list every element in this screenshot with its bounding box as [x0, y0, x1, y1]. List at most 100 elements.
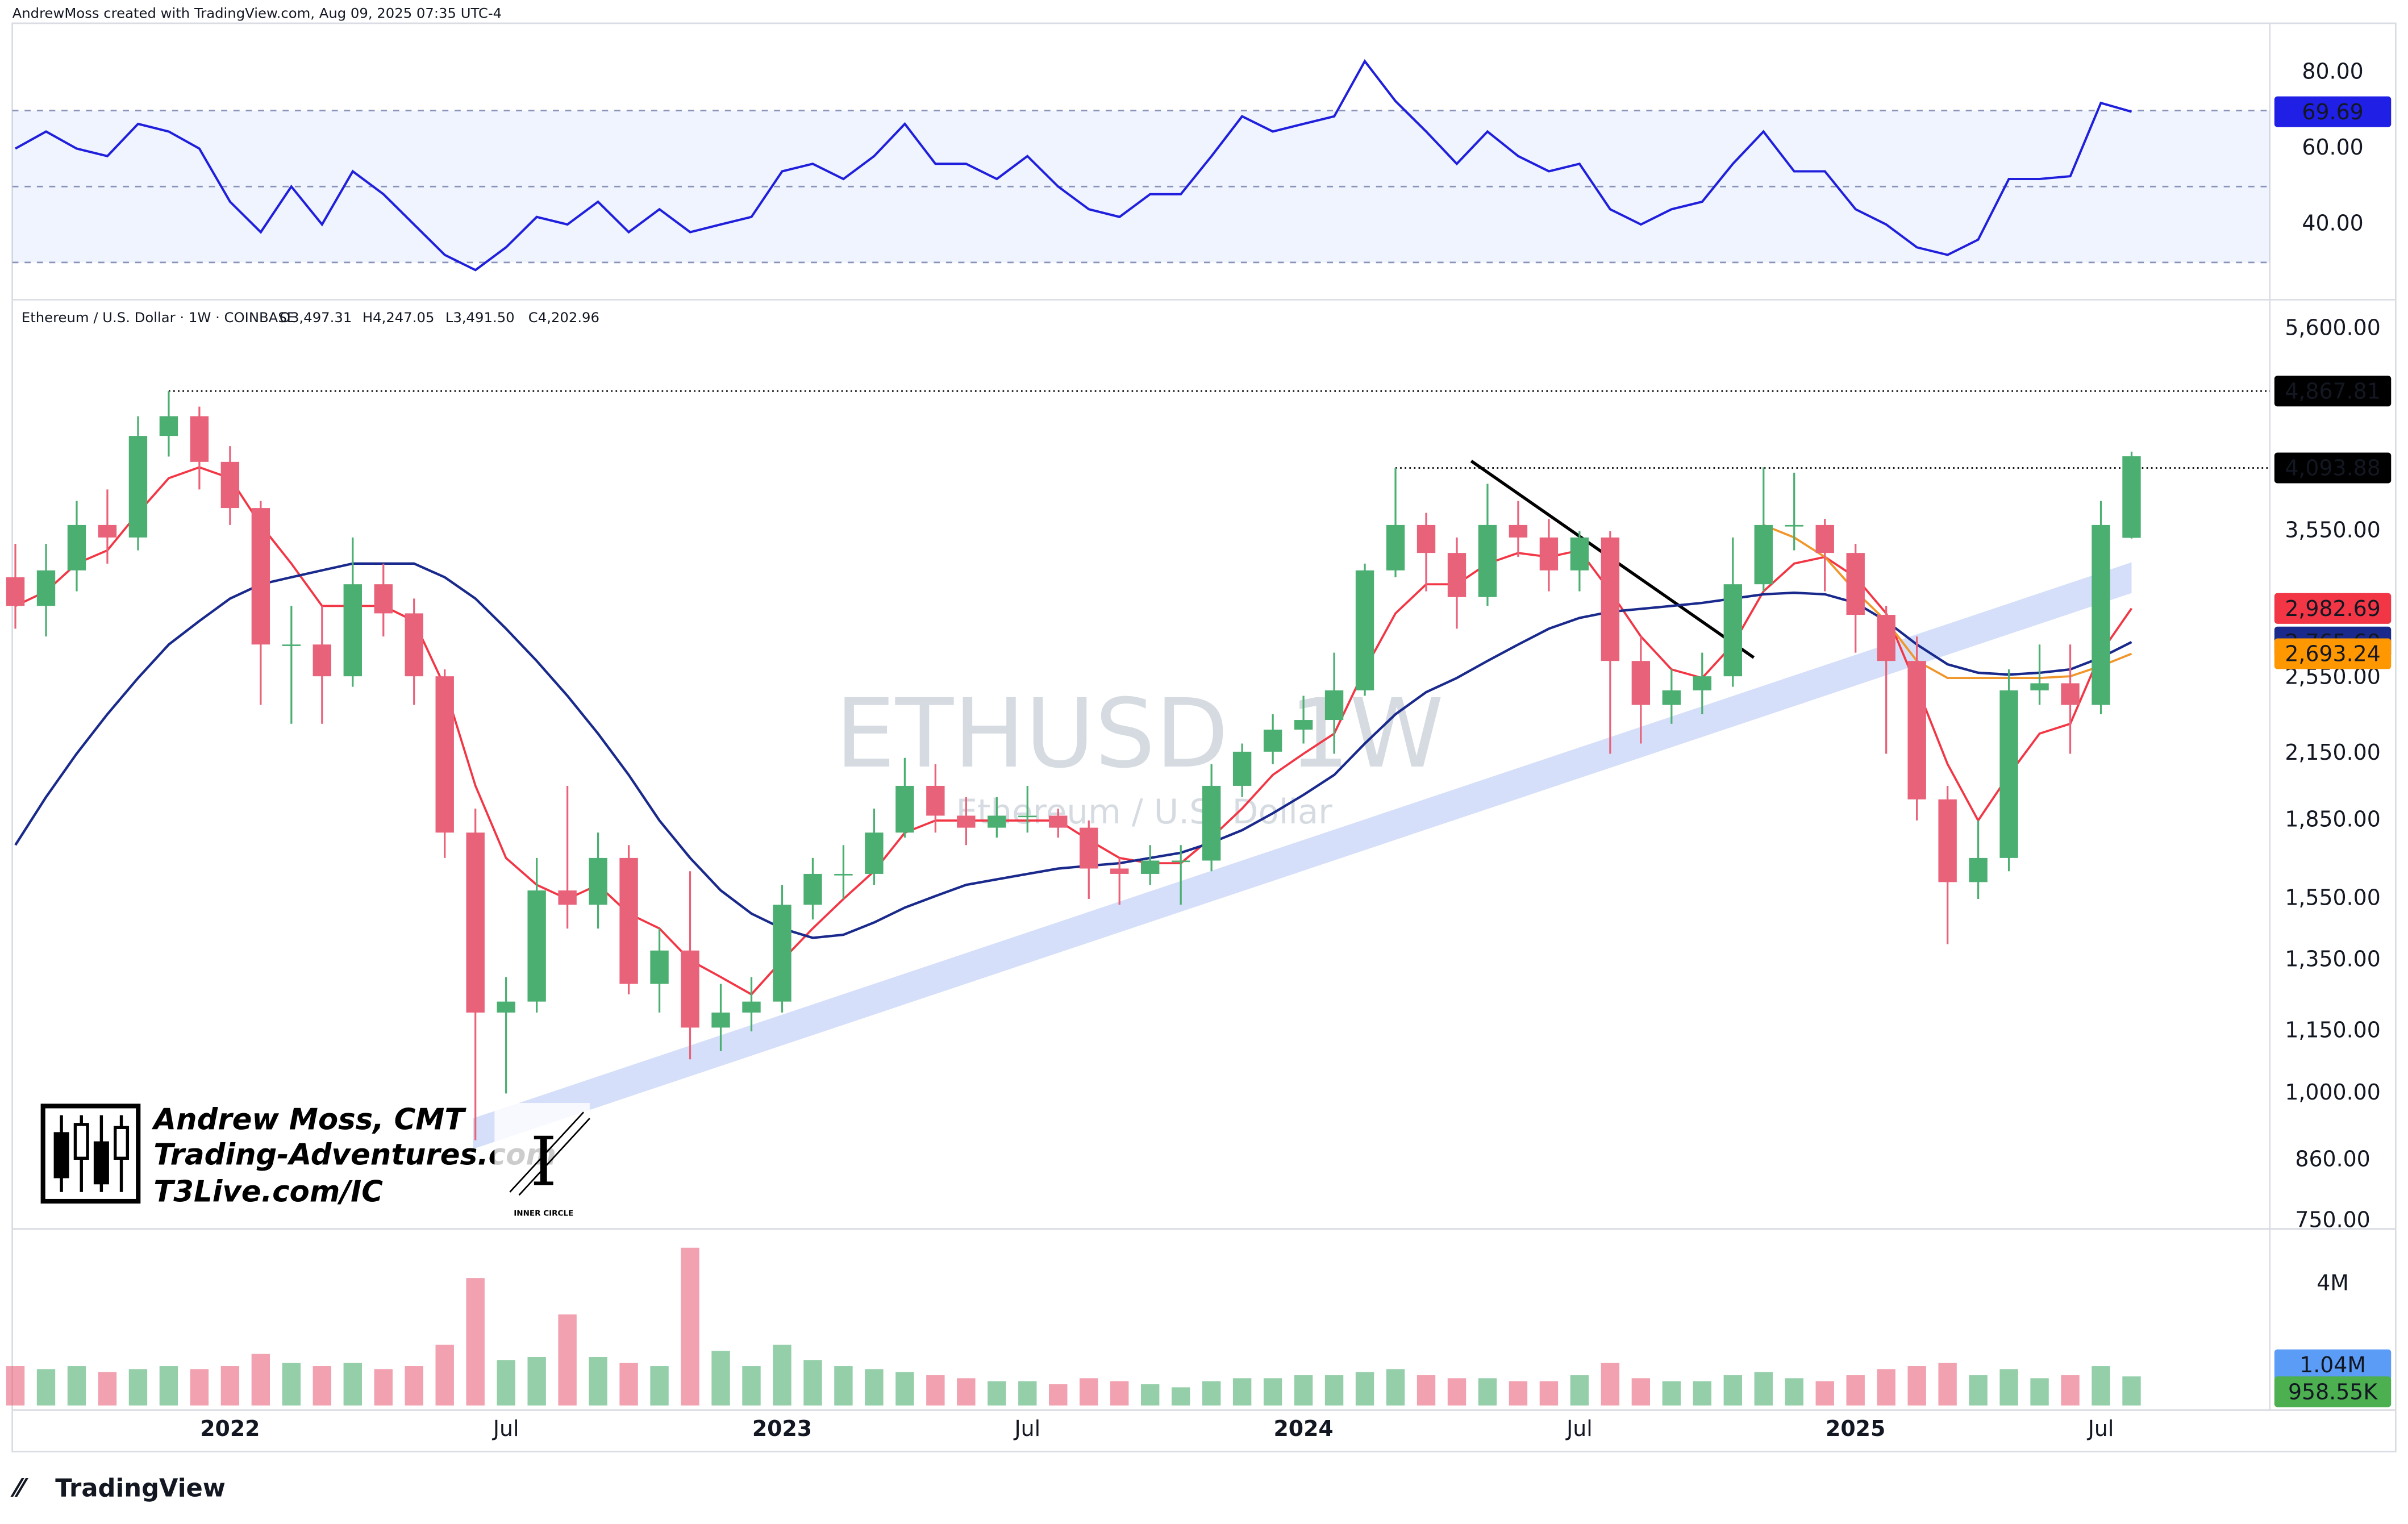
candle-body: [2061, 683, 2080, 705]
brand-link: T3Live.com/IC: [153, 1175, 383, 1209]
volume-bar: [558, 1314, 577, 1406]
candle-body: [2122, 456, 2141, 538]
ohlc-value: L3,491.50: [445, 309, 515, 326]
ohlc-legend: O3,497.31 H4,247.05 L3,491.50 C4,202.96: [280, 309, 599, 326]
volume-bar: [190, 1369, 209, 1406]
brand-name: Andrew Moss, CMT: [151, 1102, 466, 1136]
volume-bar: [251, 1354, 270, 1406]
candle-body: [1355, 570, 1374, 690]
ohlc-value: H4,247.05: [363, 309, 435, 326]
volume-bar: [282, 1363, 301, 1406]
y-tick-label: 1,000.00: [2285, 1080, 2380, 1105]
y-tick-label: 1,350.00: [2285, 946, 2380, 971]
volume-bar: [1324, 1375, 1344, 1406]
volume-bar: [1539, 1381, 1559, 1406]
level-tag-bg: [2274, 376, 2392, 407]
candle-body: [926, 785, 945, 816]
volume-bar: [6, 1366, 25, 1406]
price-tag-bg: [2274, 638, 2392, 669]
price-tag: 2,982.69: [2285, 596, 2380, 621]
rsi-tick-label: 60.00: [2302, 135, 2363, 160]
x-tick-label: 2025: [1826, 1416, 1885, 1441]
level-tag: 4,867.81: [2285, 378, 2380, 403]
rsi-tag-bg: [2274, 96, 2392, 127]
candle-body: [1202, 785, 1221, 861]
volume-bar: [926, 1375, 945, 1406]
candle-body: [1509, 524, 1528, 538]
volume-bar: [1570, 1375, 1589, 1406]
volume-bar: [527, 1357, 546, 1406]
candle-body: [374, 584, 393, 614]
overlay-ema: [15, 466, 2133, 996]
volume-bar: [1723, 1375, 1742, 1406]
volume-bar: [343, 1363, 362, 1406]
candle-body: [988, 815, 1006, 828]
candle-body: [803, 873, 822, 905]
badge-stroke: [518, 1118, 590, 1196]
volume-bar: [435, 1344, 454, 1406]
candle-body: [1938, 799, 1957, 882]
created-note: AndrewMoss created with TradingView.com,…: [13, 5, 502, 22]
candle-body: [1447, 553, 1467, 597]
volume-bar: [374, 1369, 393, 1406]
candle-body: [1877, 615, 1895, 661]
volume-bar: [1631, 1378, 1651, 1406]
candle-body: [1570, 537, 1589, 571]
volume-bar: [159, 1366, 178, 1406]
y-tick-label: 2,150.00: [2285, 740, 2380, 765]
y-tick-label: 750.00: [2295, 1207, 2370, 1232]
candle-body: [650, 950, 669, 984]
volume-bar: [1386, 1369, 1405, 1406]
volume-bar: [742, 1366, 761, 1406]
candle-body: [1080, 827, 1098, 869]
candle-body: [589, 857, 607, 905]
candle-body: [1263, 730, 1282, 752]
volume-bar: [834, 1366, 853, 1406]
volume-bar: [1417, 1375, 1436, 1406]
volume-bar: [803, 1360, 822, 1406]
x-tick-label: Jul: [2087, 1416, 2114, 1441]
candle-body: [282, 644, 301, 646]
volume-bar: [988, 1381, 1006, 1406]
volume-bar: [1202, 1381, 1221, 1406]
volume-bar: [1969, 1375, 1988, 1406]
candle-body: [1815, 524, 1834, 553]
badge-letter: I: [530, 1123, 557, 1202]
brand-site: Trading-Adventures.com: [153, 1138, 556, 1172]
candle-body: [1631, 661, 1651, 705]
candle-body: [1723, 584, 1742, 677]
volume-tag-bg: [2274, 1349, 2392, 1380]
footer-logo: TradingView: [55, 1475, 226, 1503]
candle-body: [619, 857, 638, 984]
footer: ⁄⁄ TradingView: [10, 1475, 226, 1503]
candle-body: [313, 644, 331, 677]
volume-bar: [1999, 1369, 2018, 1406]
volume-bar: [98, 1372, 117, 1406]
candle-body: [2092, 524, 2110, 705]
volume-bar: [1080, 1378, 1098, 1406]
candle-body: [2030, 683, 2049, 690]
volume-bar: [711, 1351, 730, 1406]
symbol-legend: Ethereum / U.S. Dollar · 1W · COINBASE: [22, 309, 295, 326]
candle-body: [1110, 868, 1129, 874]
volume-bar: [1815, 1381, 1834, 1406]
price-tag-bg: [2274, 593, 2392, 624]
volume-bar: [1601, 1363, 1620, 1406]
volume-bar: [1754, 1372, 1773, 1406]
x-tick-label: Jul: [492, 1416, 519, 1441]
volume-bar: [895, 1372, 914, 1406]
candle-body: [1539, 537, 1559, 571]
candle-body: [865, 832, 884, 874]
candle-body: [1324, 690, 1344, 721]
volume-bar: [128, 1369, 148, 1406]
candle-body: [343, 584, 362, 677]
volume-bar: [681, 1247, 699, 1406]
candle-body: [1049, 815, 1068, 828]
candle-body: [1846, 553, 1865, 615]
volume-bar: [1509, 1381, 1528, 1406]
candle-body: [128, 436, 148, 538]
volume-bar: [1110, 1381, 1129, 1406]
candle-body: [1232, 751, 1252, 786]
y-tick-label: 5,600.00: [2285, 315, 2380, 340]
